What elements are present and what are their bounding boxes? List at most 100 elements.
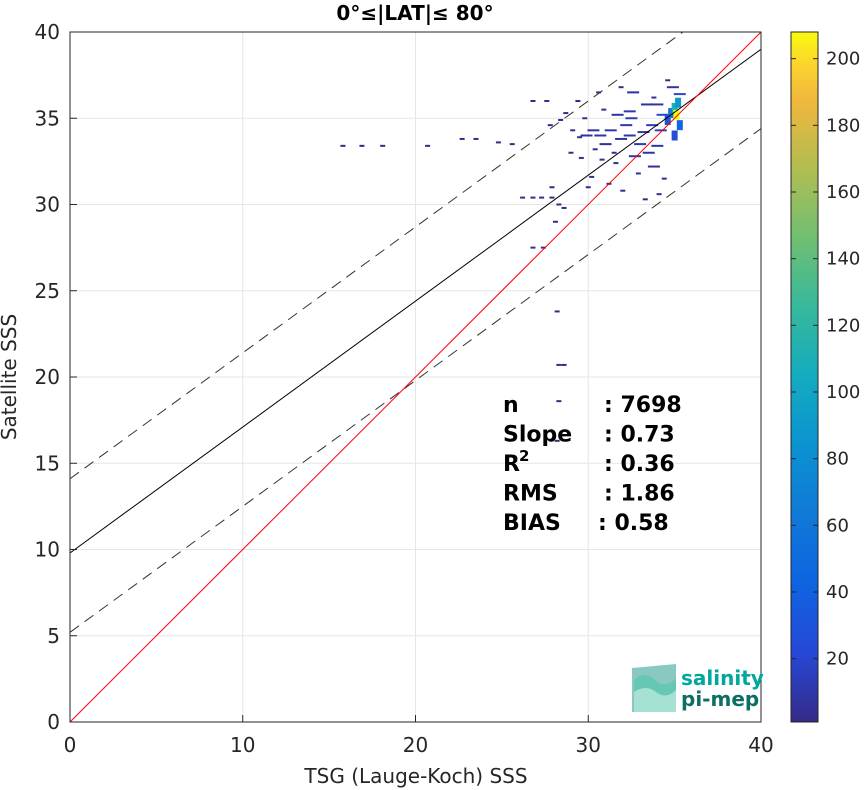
density-bin — [549, 196, 555, 199]
stat-label: n — [503, 393, 519, 418]
density-bins — [340, 79, 686, 442]
density-bin — [459, 137, 465, 140]
density-bin — [568, 151, 574, 154]
density-bin — [554, 310, 560, 313]
density-bin — [556, 203, 562, 206]
fit-line — [70, 48, 761, 554]
density-bin — [495, 141, 501, 144]
density-bin — [628, 155, 641, 158]
density-bin — [656, 193, 662, 196]
density-bin — [671, 102, 678, 113]
density-bin — [592, 148, 598, 151]
density-bin — [618, 86, 624, 89]
y-tick-label: 5 — [47, 624, 60, 648]
density-bin — [665, 79, 671, 82]
density-bin — [647, 165, 660, 168]
colorbar-tick-label: 20 — [826, 649, 849, 670]
density-bin — [664, 114, 671, 125]
density-bin — [530, 196, 536, 199]
density-bin — [620, 189, 626, 192]
x-tick-label: 10 — [230, 733, 255, 757]
stat-label: BIAS — [503, 511, 561, 536]
stat-label: R — [503, 452, 520, 477]
x-tick-label: 40 — [748, 733, 773, 757]
density-bin — [661, 177, 667, 180]
density-bin — [563, 112, 569, 115]
density-bin — [549, 186, 555, 189]
density-bin — [666, 86, 679, 89]
density-bin — [558, 118, 564, 121]
density-bin — [623, 110, 636, 113]
density-bin — [642, 151, 655, 154]
density-bin — [530, 246, 536, 249]
colorbar-tick-label: 40 — [826, 582, 849, 603]
colorbar-tick-label: 80 — [826, 449, 849, 470]
density-bin — [340, 144, 346, 147]
x-tick-label: 20 — [403, 733, 428, 757]
density-bin — [634, 143, 647, 146]
density-bin — [544, 100, 550, 102]
density-bin — [539, 196, 545, 199]
density-bin — [675, 97, 682, 108]
density-bin — [656, 113, 669, 116]
density-bin — [676, 120, 683, 131]
density-bin — [556, 363, 562, 366]
density-bin — [577, 136, 583, 139]
colorbar-tick-label: 100 — [826, 382, 860, 403]
density-bin — [380, 144, 386, 147]
density-bin — [575, 100, 581, 102]
density-bin — [520, 196, 526, 199]
density-bin — [620, 124, 633, 127]
x-axis-title: TSG (Lauge-Koch) SSS — [303, 764, 527, 788]
density-bin — [601, 108, 607, 111]
density-bin — [547, 124, 553, 127]
density-bin — [611, 113, 624, 116]
density-bin — [627, 91, 640, 94]
y-tick-label: 0 — [47, 710, 60, 734]
density-bin — [599, 143, 612, 146]
colorbar-tick-label: 120 — [826, 315, 860, 336]
colorbar-tick-label: 200 — [826, 49, 860, 70]
y-axis-title: Satellite SSS — [0, 314, 21, 440]
statistics-block: n: 7698 Slope: 0.73 R 2: 0.36 RMS: 1.86 BIAS:… — [503, 393, 682, 536]
density-bin — [596, 91, 602, 94]
stat-superscript: 2 — [519, 447, 529, 465]
density-bin — [623, 134, 636, 137]
density-bin — [668, 108, 675, 119]
density-bin — [552, 220, 558, 223]
density-bin — [473, 137, 479, 140]
density-bin — [615, 137, 628, 140]
stat-value: : 0.36 — [604, 452, 675, 477]
upper-bound-line — [70, 32, 684, 480]
density-bin — [580, 134, 593, 137]
density-bin — [425, 144, 431, 147]
stat-value: : 0.58 — [598, 511, 669, 536]
density-bin — [587, 129, 600, 132]
y-tick-label: 35 — [35, 106, 60, 130]
stat-value: : 0.73 — [604, 423, 675, 448]
density-bin — [585, 186, 591, 189]
density-bin — [673, 93, 686, 96]
density-bin — [637, 131, 650, 134]
stat-label: Slope — [503, 423, 572, 448]
y-tick-label: 40 — [35, 20, 60, 44]
lower-bound-line — [70, 128, 761, 633]
density-bin — [509, 143, 515, 146]
x-tick-label: 0 — [64, 733, 77, 757]
regression-lines — [70, 32, 761, 722]
density-bin — [578, 156, 584, 159]
y-tick-label: 25 — [35, 279, 60, 303]
stat-value: : 1.86 — [604, 482, 675, 507]
y-tick-label: 30 — [35, 193, 60, 217]
density-bin — [530, 100, 536, 102]
colorbar-tick-label: 180 — [826, 115, 860, 136]
density-bin — [540, 246, 546, 249]
logo-line-1: salinity — [681, 666, 764, 690]
density-bin — [651, 103, 664, 106]
density-bin — [604, 129, 617, 132]
density-bin — [594, 134, 607, 137]
colorbar — [790, 31, 819, 723]
density-bin — [570, 129, 576, 132]
density-bin — [599, 158, 605, 161]
